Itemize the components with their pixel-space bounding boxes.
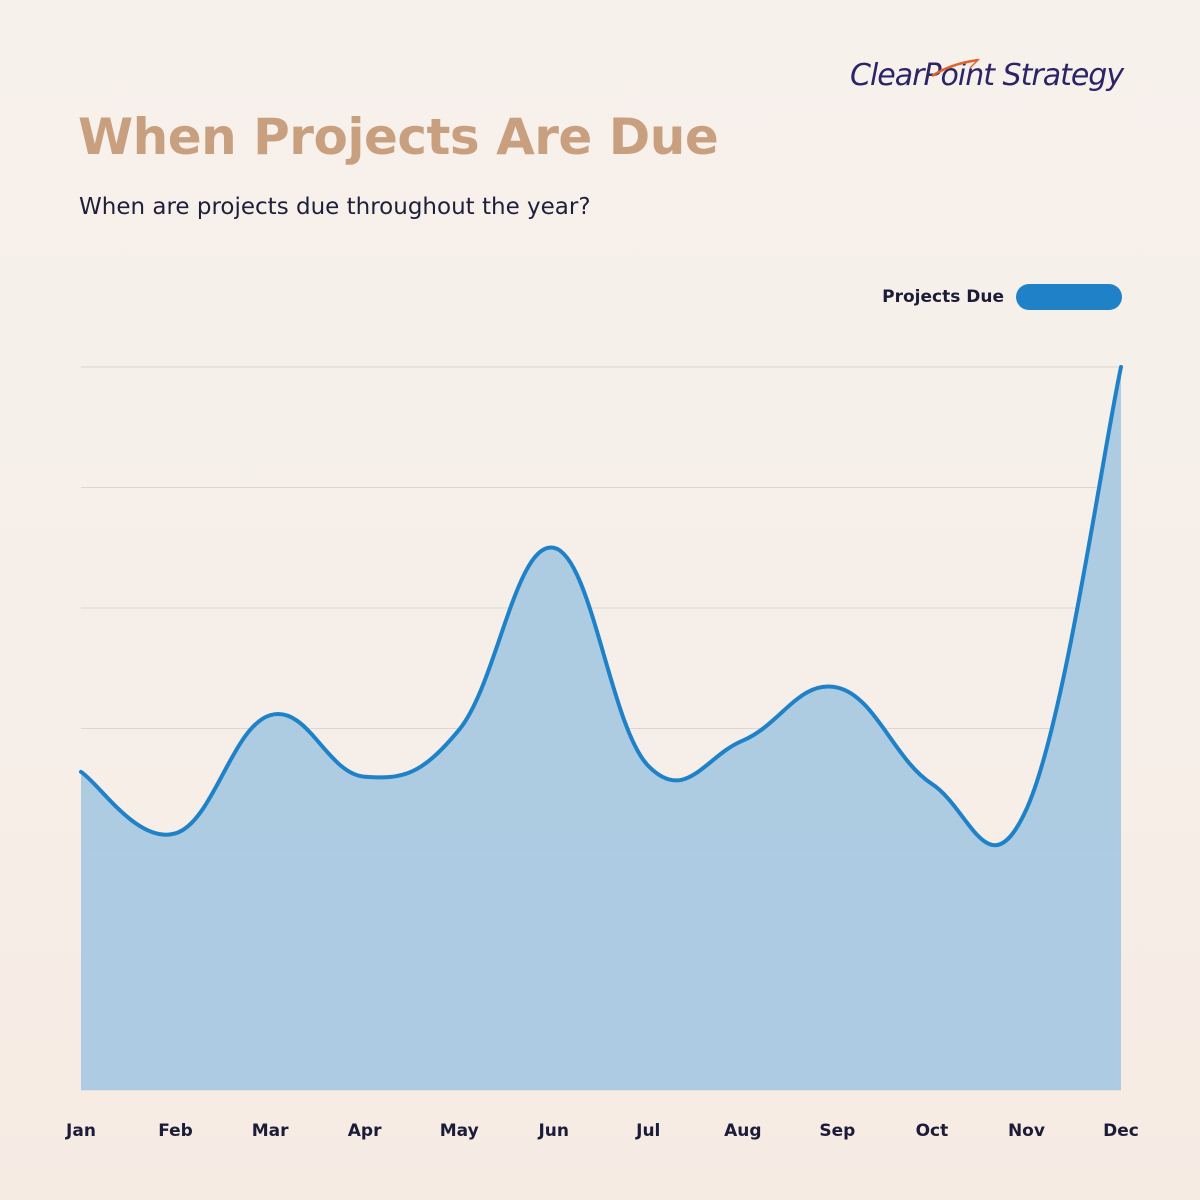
x-axis: Jan Feb Mar Apr May Jun Jul Aug Sep Oct Nov Dec xyxy=(65,1121,1139,1141)
data-point-aug xyxy=(740,738,746,744)
x-tick-feb: Feb xyxy=(158,1121,193,1141)
data-point-oct xyxy=(929,781,935,787)
legend: Projects Due xyxy=(882,284,1122,310)
x-tick-jun: Jun xyxy=(537,1121,569,1141)
brand-logo-text: ClearPoint Strategy xyxy=(850,58,1124,93)
x-tick-sep: Sep xyxy=(819,1121,855,1141)
data-point-apr xyxy=(362,774,368,780)
data-point-may xyxy=(456,727,462,733)
legend-swatch xyxy=(1016,284,1122,310)
x-tick-jul: Jul xyxy=(635,1121,660,1141)
data-point-jul xyxy=(645,763,651,769)
chart-subtitle: When are projects due throughout the yea… xyxy=(79,194,591,220)
data-point-nov xyxy=(1023,806,1029,812)
x-tick-aug: Aug xyxy=(724,1121,761,1141)
brand-logo: ClearPoint Strategy xyxy=(850,58,1124,93)
data-point-dec xyxy=(1118,364,1124,370)
data-point-jun xyxy=(551,545,557,551)
legend-label: Projects Due xyxy=(882,287,1004,307)
x-tick-mar: Mar xyxy=(252,1121,289,1141)
series-area xyxy=(81,367,1121,1090)
logo-swoosh-icon xyxy=(931,58,980,78)
x-tick-nov: Nov xyxy=(1008,1121,1045,1141)
x-tick-oct: Oct xyxy=(916,1121,949,1141)
series-line xyxy=(79,365,1123,848)
x-tick-jan: Jan xyxy=(65,1121,96,1141)
x-tick-apr: Apr xyxy=(348,1121,382,1141)
data-point-jan xyxy=(78,769,84,775)
data-point-feb xyxy=(173,830,179,836)
x-tick-dec: Dec xyxy=(1103,1121,1139,1141)
data-point-sep xyxy=(834,685,840,691)
x-tick-may: May xyxy=(440,1121,479,1141)
data-point-mar xyxy=(267,712,273,718)
chart-title: When Projects Are Due xyxy=(78,108,719,166)
chart-marks xyxy=(78,364,1124,1090)
